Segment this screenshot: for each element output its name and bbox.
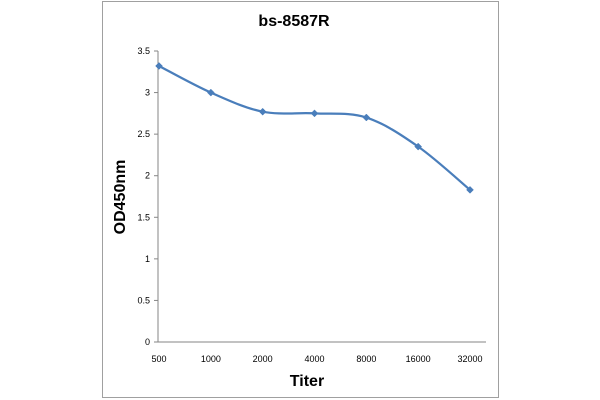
data-point-marker: [466, 185, 474, 194]
y-tick-labels: 0 0.5 1 1.5 2 2.5 3 3.5: [137, 46, 158, 347]
data-point-marker: [206, 88, 215, 97]
y-tick-label: 0: [145, 337, 150, 347]
chart-title: bs-8587R: [258, 13, 330, 30]
data-series: [155, 62, 474, 194]
x-tick-label: 16000: [406, 354, 431, 364]
y-tick-label: 3: [145, 88, 150, 98]
y-tick-label: 0.5: [137, 295, 150, 305]
y-tick-label: 3.5: [137, 46, 150, 56]
data-point-marker: [362, 113, 371, 122]
y-axis-title: OD450nm: [112, 160, 129, 235]
data-point-marker: [310, 109, 319, 118]
y-tick-label: 1.5: [137, 212, 150, 222]
chart-area: [102, 1, 499, 398]
x-tick-label: 32000: [457, 354, 482, 364]
x-axis-title: Titer: [290, 373, 324, 390]
x-tick-labels: 500 1000 2000 4000 8000 16000 32000: [151, 354, 482, 364]
axes: [157, 51, 486, 343]
x-tick-label: 4000: [304, 354, 324, 364]
data-point-marker: [414, 142, 423, 151]
x-tick-label: 2000: [253, 354, 273, 364]
data-point-marker: [155, 62, 163, 70]
x-tick-label: 8000: [356, 354, 376, 364]
y-tick-label: 2: [145, 171, 150, 181]
data-point-marker: [258, 107, 267, 116]
x-tick-label: 1000: [201, 354, 221, 364]
y-tick-label: 2.5: [137, 129, 150, 139]
y-tick-label: 1: [145, 254, 150, 264]
x-tick-label: 500: [151, 354, 166, 364]
series-line: [158, 64, 471, 191]
